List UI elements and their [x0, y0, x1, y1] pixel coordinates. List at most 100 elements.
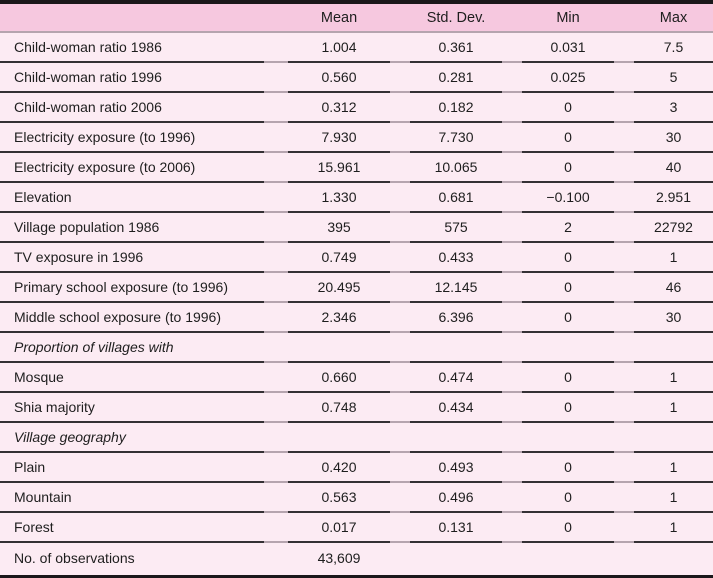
- min-value: [522, 333, 614, 361]
- max-value: 40: [634, 153, 713, 181]
- max-value: 1: [634, 363, 713, 391]
- row-label: Plain: [0, 453, 264, 481]
- std-dev-value: 6.396: [410, 303, 502, 331]
- max-value: 7.5: [634, 33, 713, 61]
- min-value: 0: [522, 153, 614, 181]
- min-value: 0: [522, 453, 614, 481]
- table-row: Plain 0.420 0.493 0 1: [0, 453, 713, 483]
- row-label: Middle school exposure (to 1996): [0, 303, 264, 331]
- section-label: Village geography: [0, 423, 264, 451]
- max-value: 1: [634, 483, 713, 511]
- table-row: Child-woman ratio 2006 0.312 0.182 0 3: [0, 93, 713, 123]
- min-value: 0: [522, 243, 614, 271]
- table-header-row: Mean Std. Dev. Min Max: [0, 4, 713, 33]
- row-label: No. of observations: [14, 549, 135, 566]
- mean-value: 1.330: [288, 183, 390, 211]
- row-label: Forest: [0, 513, 264, 541]
- min-value: 0: [522, 273, 614, 301]
- mean-value: 0.660: [288, 363, 390, 391]
- std-dev-value: [410, 333, 502, 361]
- table-row: Middle school exposure (to 1996) 2.346 6…: [0, 303, 713, 333]
- table-row: Electricity exposure (to 2006) 15.961 10…: [0, 153, 713, 183]
- min-value: 0: [522, 393, 614, 421]
- max-value: [634, 543, 713, 572]
- row-label: Electricity exposure (to 1996): [0, 123, 264, 151]
- max-value: 30: [634, 303, 713, 331]
- table-row: Elevation 1.330 0.681 −0.100 2.951: [0, 183, 713, 213]
- std-dev-value: 575: [410, 213, 502, 241]
- row-label: Mosque: [0, 363, 264, 391]
- std-dev-value: 0.182: [410, 93, 502, 121]
- column-header-mean: Mean: [320, 9, 358, 26]
- mean-value: [288, 423, 390, 451]
- max-value: [634, 333, 713, 361]
- mean-value: 1.004: [288, 33, 390, 61]
- min-value: 0: [522, 483, 614, 511]
- row-label: Electricity exposure (to 2006): [0, 153, 264, 181]
- max-value: 2.951: [634, 183, 713, 211]
- section-label: Proportion of villages with: [0, 333, 264, 361]
- table-row: Mountain 0.563 0.496 0 1: [0, 483, 713, 513]
- table-row: Electricity exposure (to 1996) 7.930 7.7…: [0, 123, 713, 153]
- mean-value: 0.748: [288, 393, 390, 421]
- min-value: [522, 543, 614, 572]
- row-label: Child-woman ratio 1986: [0, 33, 264, 61]
- max-value: 1: [634, 393, 713, 421]
- table-row: Mosque 0.660 0.474 0 1: [0, 363, 713, 393]
- std-dev-value: 12.145: [410, 273, 502, 301]
- max-value: 22792: [634, 213, 713, 241]
- mean-value: 0.563: [288, 483, 390, 511]
- min-value: 0: [522, 363, 614, 391]
- mean-value: 0.312: [288, 93, 390, 121]
- mean-value: 0.749: [288, 243, 390, 271]
- row-label: TV exposure in 1996: [0, 243, 264, 271]
- max-value: 30: [634, 123, 713, 151]
- std-dev-value: 0.131: [410, 513, 502, 541]
- max-value: [634, 423, 713, 451]
- std-dev-value: [410, 423, 502, 451]
- max-value: 1: [634, 453, 713, 481]
- mean-value: 7.930: [288, 123, 390, 151]
- std-dev-value: 0.433: [410, 243, 502, 271]
- table-row: Primary school exposure (to 1996) 20.495…: [0, 273, 713, 303]
- std-dev-value: 0.681: [410, 183, 502, 211]
- min-value: 0.025: [522, 63, 614, 91]
- table-row: Forest 0.017 0.131 0 1: [0, 513, 713, 543]
- std-dev-value: 0.474: [410, 363, 502, 391]
- table-row: Child-woman ratio 1996 0.560 0.281 0.025…: [0, 63, 713, 93]
- min-value: 2: [522, 213, 614, 241]
- max-value: 3: [634, 93, 713, 121]
- std-dev-value: 0.281: [410, 63, 502, 91]
- std-dev-value: 0.493: [410, 453, 502, 481]
- row-label: Child-woman ratio 2006: [0, 93, 264, 121]
- min-value: 0: [522, 513, 614, 541]
- mean-value: 0.560: [288, 63, 390, 91]
- row-label: Child-woman ratio 1996: [0, 63, 264, 91]
- row-label: Shia majority: [0, 393, 264, 421]
- min-value: [522, 423, 614, 451]
- column-header-min: Min: [556, 9, 580, 26]
- row-label: Village population 1986: [0, 213, 264, 241]
- std-dev-value: 10.065: [410, 153, 502, 181]
- mean-value: 0.420: [288, 453, 390, 481]
- section-header-row: Proportion of villages with: [0, 333, 713, 363]
- max-value: 46: [634, 273, 713, 301]
- min-value: 0.031: [522, 33, 614, 61]
- std-dev-value: 0.496: [410, 483, 502, 511]
- column-header-std-dev: Std. Dev.: [426, 9, 486, 26]
- mean-value: [288, 333, 390, 361]
- min-value: 0: [522, 303, 614, 331]
- min-value: 0: [522, 123, 614, 151]
- std-dev-value: 7.730: [410, 123, 502, 151]
- max-value: 1: [634, 243, 713, 271]
- table-row: Village population 1986 395 575 2 22792: [0, 213, 713, 243]
- mean-value: 0.017: [288, 513, 390, 541]
- section-header-row: Village geography: [0, 423, 713, 453]
- min-value: 0: [522, 93, 614, 121]
- row-label: Mountain: [0, 483, 264, 511]
- column-header-max: Max: [659, 9, 688, 26]
- mean-value: 15.961: [288, 153, 390, 181]
- mean-value: 395: [288, 213, 390, 241]
- row-label: Elevation: [0, 183, 264, 211]
